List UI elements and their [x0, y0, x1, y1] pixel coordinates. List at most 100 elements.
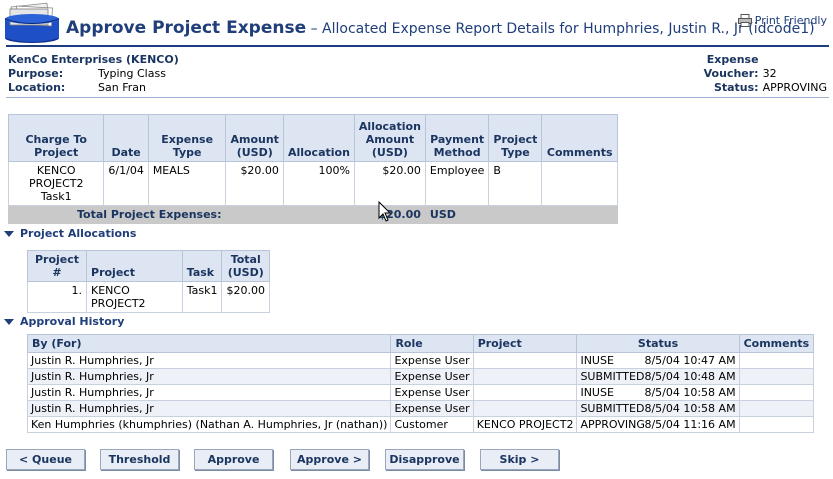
cell-status: SUBMITTED8/5/04 10:48 AM: [576, 368, 740, 385]
company-name: KenCo Enterprises (KENCO): [8, 53, 179, 66]
project-allocations-title[interactable]: Project Allocations: [20, 227, 137, 240]
col-task: Task: [181, 250, 223, 282]
cell-by: Justin R. Humphries, Jr: [26, 352, 392, 369]
col-allocation: Allocation: [282, 114, 355, 162]
history-row: Justin R. Humphries, Jr Expense User SUB…: [26, 400, 815, 417]
approve-next-button[interactable]: Approve >: [290, 449, 369, 470]
col-by: By (For): [26, 334, 392, 353]
expand-triangle-icon: [4, 230, 14, 237]
location-label: Location:: [8, 81, 66, 94]
cell-role: Expense User: [390, 352, 474, 369]
cell-status: SUBMITTED8/5/04 10:58 AM: [576, 400, 740, 417]
printer-icon: [737, 14, 752, 27]
col-date: Date: [103, 114, 149, 162]
cell-comments: [541, 161, 618, 206]
total-label: Total Project Expenses:: [7, 205, 227, 224]
print-friendly-label[interactable]: Print Friendly: [754, 14, 827, 27]
title-main: Approve Project Expense: [66, 18, 307, 38]
col-project-type: Project Type: [488, 114, 543, 162]
history-row: Justin R. Humphries, Jr Expense User SUB…: [26, 368, 815, 385]
col-project-num: Project #: [26, 250, 88, 282]
col-amount: Amount (USD): [225, 114, 284, 162]
skip-button[interactable]: Skip >: [480, 449, 559, 470]
col-status: Status: [576, 334, 740, 353]
cell-by: Justin R. Humphries, Jr: [26, 400, 392, 417]
purpose-value: Typing Class: [98, 67, 166, 80]
cell-date: 6/1/04: [103, 161, 149, 206]
cell-comments: [738, 416, 815, 433]
cell-project: KENCO PROJECT2: [472, 416, 578, 433]
col-charge-to: Charge To Project: [7, 114, 105, 162]
cell-amount: $20.00: [225, 161, 284, 206]
cell-payment-method: Employee: [424, 161, 490, 206]
allocations-header-row: Project # Project Task Total (USD): [26, 250, 270, 282]
expand-triangle-icon: [4, 318, 14, 325]
col-role: Role: [390, 334, 474, 353]
col-expense-type: Expense Type: [147, 114, 227, 162]
total-amount: $20.00: [225, 205, 426, 224]
cell-comments: [738, 384, 815, 401]
cell-by: Justin R. Humphries, Jr: [26, 384, 392, 401]
page-header: Approve Project Expense – Allocated Expe…: [0, 0, 833, 46]
location-value: San Fran: [98, 81, 146, 94]
approval-history-title[interactable]: Approval History: [20, 315, 125, 328]
approval-history-toggle[interactable]: Approval History: [4, 315, 124, 328]
voucher-label: Expense Voucher:: [703, 53, 759, 80]
col-project: Project: [86, 250, 183, 282]
history-row: Ken Humphries (khumphries) (Nathan A. Hu…: [26, 416, 815, 433]
cell-project: [472, 400, 578, 417]
mouse-cursor-icon: [378, 201, 392, 222]
history-row: Justin R. Humphries, Jr Expense User INU…: [26, 384, 815, 401]
cell-project: [472, 368, 578, 385]
voucher-info: Expense Voucher: 32 Status: APPROVING: [655, 53, 827, 95]
col-comments: Comments: [738, 334, 815, 353]
cell-status: INUSE 8/5/04 10:47 AM: [576, 352, 740, 369]
voucher-value: 32: [762, 67, 777, 80]
page-title: Approve Project Expense – Allocated Expe…: [66, 18, 815, 38]
allocations-table: Project # Project Task Total (USD) 1. KE…: [26, 250, 270, 313]
cell-task: Task1: [181, 281, 223, 313]
history-row: Justin R. Humphries, Jr Expense User INU…: [26, 352, 815, 369]
cell-total: $20.00: [221, 281, 270, 313]
cell-project: KENCO PROJECT2: [86, 281, 183, 313]
cell-status: APPROVING8/5/04 11:16 AM: [576, 416, 740, 433]
approve-button[interactable]: Approve: [194, 449, 273, 470]
cell-role: Expense User: [390, 368, 474, 385]
cell-by: Justin R. Humphries, Jr: [26, 368, 392, 385]
status-label: Status:: [713, 81, 759, 94]
col-payment-method: Payment Method: [424, 114, 490, 162]
queue-button[interactable]: < Queue: [6, 449, 85, 470]
cell-charge-to: KENCO PROJECT2 Task1: [7, 161, 105, 206]
title-subtitle: – Allocated Expense Report Details for H…: [306, 21, 815, 37]
cell-comments: [738, 352, 815, 369]
expense-total-row: Total Project Expenses: $20.00 USD: [7, 205, 619, 224]
purpose-label: Purpose:: [8, 67, 64, 80]
threshold-button[interactable]: Threshold: [100, 449, 179, 470]
cell-role: Expense User: [390, 384, 474, 401]
history-header-row: By (For) Role Project Status Comments: [26, 334, 815, 353]
status-value: APPROVING: [762, 81, 827, 94]
cell-project: [472, 384, 578, 401]
expense-info: KenCo Enterprises (KENCO) Purpose: Typing…: [8, 53, 179, 95]
col-project: Project: [472, 334, 578, 353]
cell-expense-type: MEALS: [147, 161, 227, 206]
info-divider: [6, 97, 829, 98]
cell-allocation-amount: $20.00: [353, 161, 426, 206]
cell-project: [472, 352, 578, 369]
allocation-row: 1. KENCO PROJECT2 Task1 $20.00: [26, 281, 270, 313]
expense-table: Charge To Project Date Expense Type Amou…: [7, 114, 619, 224]
cell-role: Expense User: [390, 400, 474, 417]
disapprove-button[interactable]: Disapprove: [385, 449, 464, 470]
cell-role: Customer: [390, 416, 474, 433]
print-friendly-link[interactable]: Print Friendly: [737, 14, 827, 27]
col-comments: Comments: [541, 114, 618, 162]
expense-row: KENCO PROJECT2 Task1 6/1/04 MEALS $20.00 …: [7, 161, 618, 206]
cell-by: Ken Humphries (khumphries) (Nathan A. Hu…: [26, 416, 392, 433]
col-total: Total (USD): [221, 250, 270, 282]
cell-status: INUSE 8/5/04 10:58 AM: [576, 384, 740, 401]
project-allocations-toggle[interactable]: Project Allocations: [4, 227, 136, 240]
cell-allocation: 100%: [282, 161, 355, 206]
total-currency: USD: [424, 205, 619, 224]
cell-comments: [738, 400, 815, 417]
header-divider: [6, 45, 829, 47]
